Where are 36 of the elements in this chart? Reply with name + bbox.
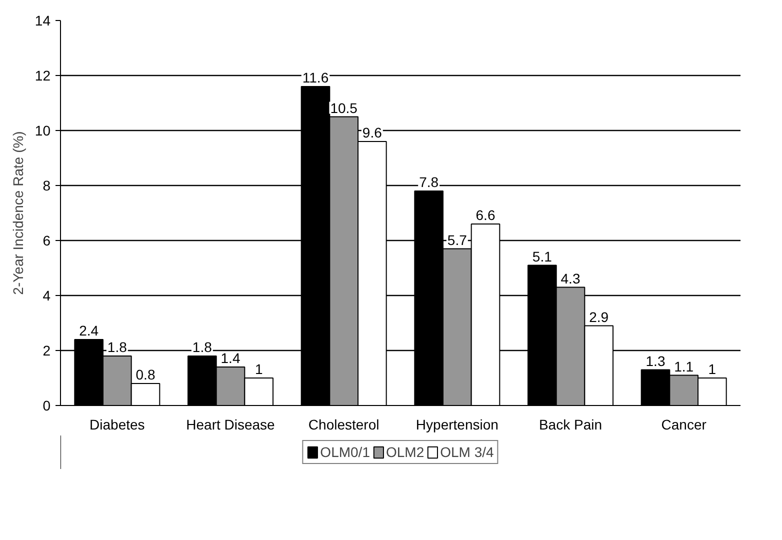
data-label: 1.8 [192, 339, 212, 355]
data-label: 6.6 [476, 207, 496, 223]
data-label: 10.5 [330, 100, 358, 116]
x-tick-label: Heart Disease [186, 416, 276, 432]
y-tick-label: 12 [34, 68, 51, 84]
data-label: 7.8 [419, 174, 439, 190]
x-tick-label: Cancer [661, 416, 707, 432]
data-label: 1.8 [107, 339, 128, 355]
data-label: 1 [708, 361, 716, 377]
x-tick-label: Diabetes [90, 416, 145, 432]
data-label: 9.6 [362, 124, 382, 140]
y-axis-title: 2-Year Incidence Rate (%) [10, 131, 26, 295]
y-tick-label: 4 [42, 288, 51, 304]
x-tick-label: Hypertension [416, 416, 498, 432]
y-tick-label: 10 [34, 122, 51, 138]
y-tick-label: 8 [42, 178, 51, 194]
y-tick-label: 14 [34, 12, 51, 28]
legend-label: OLM 3/4 [440, 444, 494, 460]
y-tick-label: 0 [42, 398, 51, 414]
data-label: 5.7 [447, 232, 468, 248]
x-tick-label: Back Pain [538, 416, 602, 432]
data-label: 11.6 [302, 70, 329, 86]
data-label: 4.3 [560, 270, 580, 286]
legend-label: OLM0/1 [320, 444, 370, 460]
data-label: 2.4 [79, 322, 99, 338]
data-label: 0.8 [136, 366, 156, 382]
y-tick-label: 2 [42, 342, 51, 358]
data-label: 1 [254, 361, 263, 377]
y-tick-label: 6 [42, 232, 51, 248]
data-label: 2.9 [589, 308, 609, 325]
data-label: 5.1 [532, 248, 552, 264]
x-tick-label: Cholesterol [308, 416, 380, 432]
data-label: 1.4 [220, 350, 240, 366]
data-label: 1.3 [646, 352, 666, 369]
legend-label: OLM2 [386, 444, 424, 460]
data-label: 1.1 [674, 358, 694, 374]
